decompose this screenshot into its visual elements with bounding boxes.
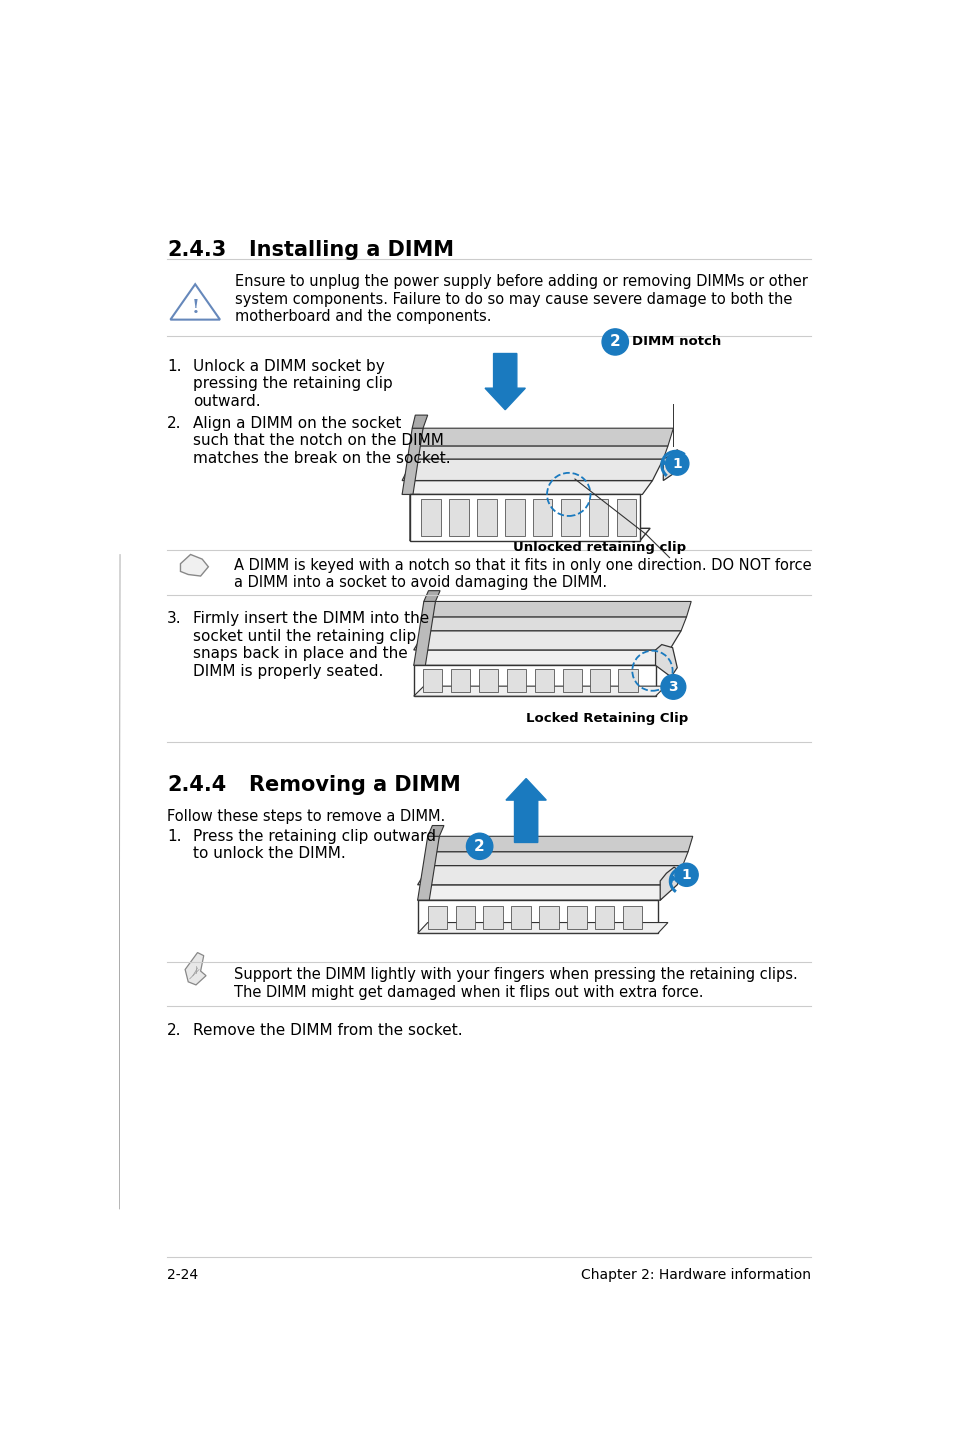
Polygon shape xyxy=(476,499,497,536)
Text: Ensure to unplug the power supply before adding or removing DIMMs or other
syste: Ensure to unplug the power supply before… xyxy=(235,275,807,324)
Text: A DIMM is keyed with a notch so that it fits in only one direction. DO NOT force: A DIMM is keyed with a notch so that it … xyxy=(233,558,811,590)
FancyArrow shape xyxy=(505,778,546,843)
Polygon shape xyxy=(422,669,442,692)
Polygon shape xyxy=(417,429,673,446)
Polygon shape xyxy=(505,499,524,536)
Circle shape xyxy=(660,674,685,699)
Polygon shape xyxy=(560,499,579,536)
Polygon shape xyxy=(562,669,581,692)
Polygon shape xyxy=(410,495,639,541)
Polygon shape xyxy=(414,631,680,650)
FancyArrow shape xyxy=(484,354,525,410)
Polygon shape xyxy=(590,669,609,692)
Text: 2: 2 xyxy=(609,335,620,349)
Polygon shape xyxy=(617,499,636,536)
Polygon shape xyxy=(567,906,586,929)
Circle shape xyxy=(674,863,698,886)
Polygon shape xyxy=(451,669,470,692)
Text: 1: 1 xyxy=(681,867,691,881)
Text: 3: 3 xyxy=(668,680,678,695)
Text: Removing a DIMM: Removing a DIMM xyxy=(249,775,460,795)
Polygon shape xyxy=(402,429,422,495)
Text: Unlocked retaining clip: Unlocked retaining clip xyxy=(513,541,685,554)
Text: Chapter 2: Hardware information: Chapter 2: Hardware information xyxy=(580,1268,810,1283)
Polygon shape xyxy=(478,669,497,692)
Polygon shape xyxy=(622,906,641,929)
Polygon shape xyxy=(662,450,684,480)
Polygon shape xyxy=(538,906,558,929)
Polygon shape xyxy=(533,499,552,536)
Polygon shape xyxy=(427,825,443,837)
Text: 1.: 1. xyxy=(167,828,182,844)
Polygon shape xyxy=(425,617,686,631)
Polygon shape xyxy=(534,669,554,692)
Polygon shape xyxy=(410,528,649,541)
Text: 1: 1 xyxy=(672,457,681,470)
Polygon shape xyxy=(431,601,691,617)
Polygon shape xyxy=(417,900,658,933)
Polygon shape xyxy=(414,601,435,666)
Polygon shape xyxy=(659,867,681,900)
Text: Firmly insert the DIMM into the
socket until the retaining clip
snaps back in pl: Firmly insert the DIMM into the socket u… xyxy=(193,611,429,679)
Text: 1.: 1. xyxy=(167,360,182,374)
Polygon shape xyxy=(435,837,692,851)
Polygon shape xyxy=(410,495,419,541)
Text: Installing a DIMM: Installing a DIMM xyxy=(249,240,454,260)
Polygon shape xyxy=(421,499,440,536)
Text: Remove the DIMM from the socket.: Remove the DIMM from the socket. xyxy=(193,1024,462,1038)
Text: Align a DIMM on the socket
such that the notch on the DIMM
matches the break on : Align a DIMM on the socket such that the… xyxy=(193,416,450,466)
Polygon shape xyxy=(595,906,614,929)
Polygon shape xyxy=(588,499,608,536)
Text: 2.: 2. xyxy=(167,1024,182,1038)
Text: Press the retaining clip outward
to unlock the DIMM.: Press the retaining clip outward to unlo… xyxy=(193,828,436,861)
Polygon shape xyxy=(483,906,502,929)
Polygon shape xyxy=(414,666,655,696)
Polygon shape xyxy=(417,923,667,933)
Text: Follow these steps to remove a DIMM.: Follow these steps to remove a DIMM. xyxy=(167,808,445,824)
Polygon shape xyxy=(511,906,530,929)
Polygon shape xyxy=(423,591,439,601)
Polygon shape xyxy=(414,686,665,696)
Text: DIMM notch: DIMM notch xyxy=(632,335,720,348)
Polygon shape xyxy=(417,866,682,884)
Polygon shape xyxy=(413,446,667,459)
Text: 2: 2 xyxy=(474,838,484,854)
Polygon shape xyxy=(412,416,427,429)
Circle shape xyxy=(665,452,688,475)
Polygon shape xyxy=(402,459,662,480)
Polygon shape xyxy=(417,884,670,900)
Circle shape xyxy=(466,833,493,860)
Polygon shape xyxy=(456,906,475,929)
Text: 2.4.4: 2.4.4 xyxy=(167,775,226,795)
Text: Support the DIMM lightly with your fingers when pressing the retaining clips.
Th: Support the DIMM lightly with your finge… xyxy=(233,968,797,999)
Polygon shape xyxy=(180,555,208,577)
Polygon shape xyxy=(506,669,525,692)
Text: Unlock a DIMM socket by
pressing the retaining clip
outward.: Unlock a DIMM socket by pressing the ret… xyxy=(193,360,393,408)
Text: 2.: 2. xyxy=(167,416,182,431)
Polygon shape xyxy=(402,480,652,495)
Polygon shape xyxy=(429,851,687,866)
Polygon shape xyxy=(427,906,447,929)
Text: 3.: 3. xyxy=(167,611,182,627)
Text: 2.4.3: 2.4.3 xyxy=(167,240,226,260)
Polygon shape xyxy=(449,499,468,536)
Circle shape xyxy=(601,329,628,355)
Polygon shape xyxy=(655,644,677,677)
Polygon shape xyxy=(618,669,637,692)
Polygon shape xyxy=(417,837,439,900)
Polygon shape xyxy=(185,952,206,985)
Text: Locked Retaining Clip: Locked Retaining Clip xyxy=(526,712,688,725)
Text: !: ! xyxy=(191,299,199,318)
Text: 2-24: 2-24 xyxy=(167,1268,198,1283)
Polygon shape xyxy=(414,650,669,666)
